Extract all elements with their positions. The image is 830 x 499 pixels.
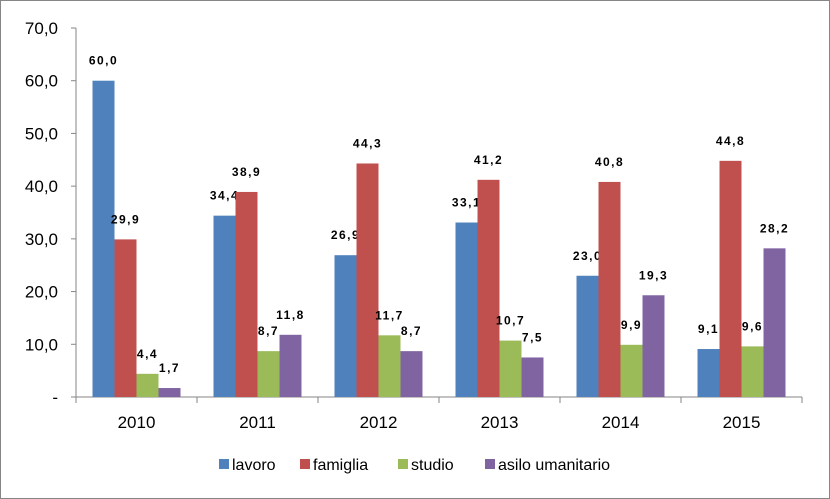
legend-label: lavoro <box>232 457 276 474</box>
data-label: 60,0 <box>89 54 118 68</box>
data-label: 33,1 <box>452 196 481 210</box>
legend-label: asilo umanitario <box>498 457 610 474</box>
data-label: 44,3 <box>353 136 382 150</box>
data-label: 19,3 <box>639 268 668 282</box>
y-tick-label: - <box>52 388 58 407</box>
bar-lavoro-2013 <box>455 222 478 397</box>
bar-asilo-umanitario-2015 <box>763 248 786 397</box>
bar-studio-2010 <box>136 373 159 397</box>
bar-studio-2015 <box>741 346 764 397</box>
bar-asilo-umanitario-2012 <box>400 351 423 397</box>
bar-famiglia-2011 <box>235 191 258 397</box>
legend-swatch-famiglia <box>300 459 310 469</box>
data-label: 23,0 <box>573 249 602 263</box>
bar-asilo-umanitario-2014 <box>642 295 665 397</box>
x-tick-label: 2012 <box>360 413 398 432</box>
data-label: 8,7 <box>401 324 422 338</box>
bar-lavoro-2014 <box>576 275 599 397</box>
data-label: 44,8 <box>716 134 745 148</box>
data-label: 4,4 <box>137 347 158 361</box>
x-tick-label: 2011 <box>239 413 276 432</box>
y-tick-label: 10,0 <box>25 335 58 354</box>
bar-studio-2012 <box>378 335 401 397</box>
y-tick-label: 60,0 <box>25 72 58 91</box>
legend-label: famiglia <box>313 457 368 474</box>
bar-famiglia-2012 <box>356 163 379 397</box>
data-label: 7,5 <box>522 330 543 344</box>
bar-lavoro-2010 <box>92 80 115 397</box>
bar-famiglia-2015 <box>719 160 742 397</box>
x-tick-label: 2015 <box>723 413 761 432</box>
bar-studio-2013 <box>499 340 522 397</box>
y-tick-label: 50,0 <box>25 124 58 143</box>
data-label: 34,4 <box>210 189 239 203</box>
data-label: 8,7 <box>258 324 279 338</box>
bar-famiglia-2014 <box>598 181 621 397</box>
data-label: 29,9 <box>111 212 140 226</box>
data-label: 11,7 <box>375 308 404 322</box>
legend-swatch-studio <box>398 459 408 469</box>
bar-lavoro-2015 <box>697 349 720 397</box>
y-tick-label: 20,0 <box>25 283 58 302</box>
legend-label: studio <box>411 457 454 474</box>
data-label: 9,9 <box>621 318 642 332</box>
y-tick-label: 40,0 <box>25 177 58 196</box>
bar-lavoro-2011 <box>213 215 236 397</box>
y-tick-label: 30,0 <box>25 230 58 249</box>
bar-studio-2011 <box>257 351 280 397</box>
data-label: 26,9 <box>331 228 360 242</box>
x-tick-label: 2010 <box>118 413 156 432</box>
x-tick-label: 2013 <box>481 413 519 432</box>
bar-studio-2014 <box>620 344 643 397</box>
legend-swatch-lavoro <box>219 459 229 469</box>
data-label: 28,2 <box>760 221 789 235</box>
bar-famiglia-2013 <box>477 179 500 397</box>
x-tick-label: 2014 <box>602 413 640 432</box>
data-label: 9,6 <box>742 319 763 333</box>
legend-swatch-asilo-umanitario <box>485 459 495 469</box>
bar-asilo-umanitario-2013 <box>521 357 544 397</box>
data-label: 1,7 <box>159 361 180 375</box>
bar-asilo-umanitario-2011 <box>279 334 302 397</box>
bar-lavoro-2012 <box>334 255 357 397</box>
bar-famiglia-2010 <box>114 239 137 397</box>
data-label: 38,9 <box>232 165 261 179</box>
data-label: 40,8 <box>595 155 624 169</box>
data-label: 9,1 <box>698 322 719 336</box>
y-tick-label: 70,0 <box>25 19 58 38</box>
bar-asilo-umanitario-2010 <box>158 388 181 397</box>
data-label: 10,7 <box>496 314 525 328</box>
data-label: 41,2 <box>474 153 503 167</box>
data-label: 11,8 <box>276 308 305 322</box>
